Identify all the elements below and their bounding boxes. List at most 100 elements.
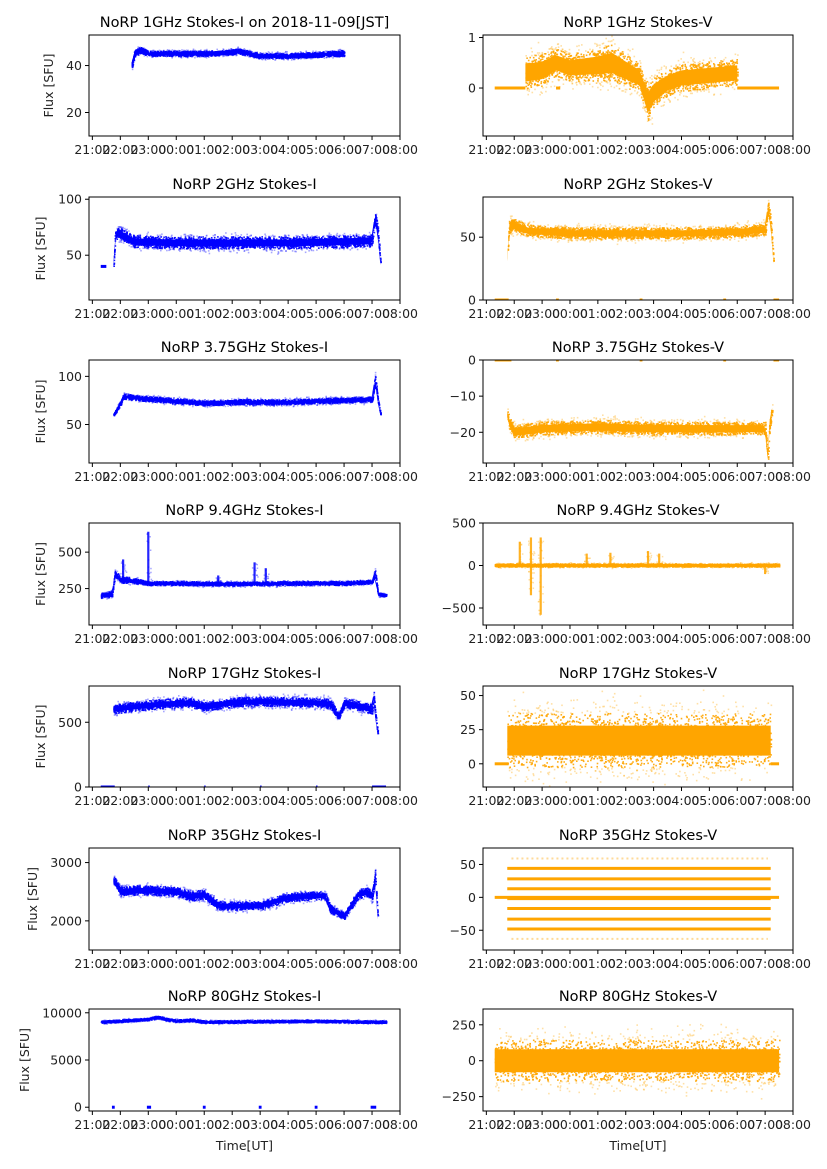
data-point: [629, 88, 631, 90]
data-point: [637, 86, 639, 88]
data-point: [581, 44, 583, 46]
data-point: [192, 54, 194, 57]
data-point: [531, 91, 534, 94]
data-point: [605, 37, 607, 40]
data-point: [131, 66, 134, 69]
data-point: [539, 59, 542, 61]
data-point: [645, 82, 647, 85]
data-point: [275, 53, 277, 56]
data-point: [166, 55, 169, 57]
data-point: [230, 48, 233, 50]
data-point: [138, 52, 141, 54]
data-point: [267, 51, 270, 53]
data-point: [731, 59, 734, 62]
data-point: [339, 48, 342, 51]
data-point: [555, 47, 557, 49]
data-point: [669, 92, 672, 95]
data-point: [686, 84, 688, 86]
data-point: [249, 56, 251, 58]
data-point: [589, 83, 591, 85]
data-point: [565, 53, 567, 56]
data-point: [291, 56, 293, 59]
data-point: [297, 52, 299, 55]
data-point: [651, 75, 653, 77]
data-point: [583, 83, 586, 85]
data-point: [180, 57, 183, 59]
data-point: [245, 49, 248, 52]
data-point: [658, 72, 660, 74]
data-point: [194, 49, 196, 52]
data-point: [243, 54, 246, 57]
data-point: [686, 88, 689, 91]
data-point: [343, 55, 346, 57]
data-point: [647, 119, 650, 122]
data-point: [580, 55, 583, 58]
data-point: [553, 76, 556, 78]
data-point: [176, 50, 178, 53]
data-point: [277, 52, 279, 54]
data-point: [664, 95, 666, 97]
data-point: [685, 95, 687, 98]
data-point: [716, 85, 719, 87]
data-point: [683, 95, 685, 97]
data-point: [527, 93, 529, 96]
data-point: [140, 52, 142, 55]
data-point: [551, 72, 554, 75]
data-point: [335, 50, 338, 53]
data-point: [667, 98, 670, 100]
data-point: [690, 57, 692, 59]
data-point: [664, 72, 667, 75]
data-point: [569, 79, 571, 81]
data-point: [597, 75, 599, 77]
data-point: [725, 85, 727, 88]
data-point: [287, 59, 289, 61]
data-point: [641, 70, 643, 73]
data-point: [298, 57, 300, 59]
data-point: [341, 51, 344, 53]
data-point: [690, 67, 692, 69]
data-point: [681, 65, 683, 67]
data-point: [304, 57, 307, 59]
data-point: [327, 55, 329, 58]
data-point: [525, 62, 528, 64]
data-point: [714, 82, 717, 84]
data-point: [614, 79, 616, 82]
data-point: [561, 77, 563, 79]
data-point: [556, 74, 558, 77]
data-point: [640, 97, 643, 99]
data-point: [548, 53, 550, 56]
data-point: [178, 50, 181, 52]
data-point: [648, 90, 650, 93]
data-point: [151, 56, 153, 59]
data-point: [733, 88, 736, 91]
data-point: [736, 80, 738, 82]
data-point: [312, 50, 314, 53]
data-point: [321, 56, 324, 58]
data-point: [328, 56, 331, 58]
data-point: [184, 50, 187, 53]
data-point: [249, 55, 252, 57]
data-point: [305, 51, 308, 54]
data-point: [634, 65, 636, 67]
data-point: [693, 57, 695, 60]
data-point: [705, 64, 708, 66]
x-tick-label: 06:00: [326, 142, 362, 157]
data-point: [322, 51, 325, 53]
data-point: [736, 62, 739, 65]
data-point: [554, 48, 557, 50]
data-point: [537, 60, 540, 63]
data-point: [673, 67, 675, 70]
data-point: [631, 81, 634, 84]
data-point: [533, 54, 536, 56]
data-point: [580, 83, 582, 86]
data-point: [230, 50, 233, 52]
data-point: [172, 51, 174, 54]
data-point: [702, 59, 705, 61]
data-point: [248, 49, 251, 52]
data-point: [242, 54, 245, 56]
data-point: [145, 54, 147, 56]
data-point: [677, 59, 680, 62]
data-point: [342, 49, 345, 52]
data-point: [540, 58, 542, 61]
data-point: [190, 51, 192, 53]
